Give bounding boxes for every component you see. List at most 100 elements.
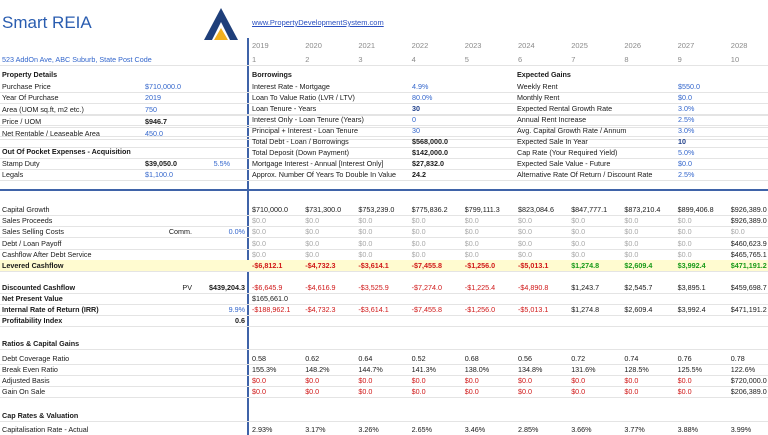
cell-value: 3.77%	[624, 424, 645, 434]
row-line	[0, 124, 768, 126]
field-label: Alternative Rate Of Return / Discount Ra…	[517, 169, 653, 179]
row-line	[0, 126, 768, 128]
cell-value: $0.0	[252, 375, 266, 385]
cell-value: -$3,614.1	[358, 304, 389, 314]
cell-value: $0.0	[518, 215, 532, 225]
row-line	[0, 91, 768, 93]
cell-value: 0.56	[518, 353, 532, 363]
cell-value: $0.0	[464, 375, 479, 385]
field-label: Monthly Rent	[517, 92, 560, 102]
row-line	[0, 270, 768, 272]
cell-value: $0.0	[624, 238, 639, 248]
cell-value: -$3,525.9	[358, 282, 389, 292]
section-title: Cap Rates & Valuation	[2, 410, 79, 420]
cell-value: $823,084.6	[518, 204, 554, 214]
field-value: 4.9%	[412, 81, 429, 91]
cell-value: $0.0	[677, 249, 692, 259]
cell-value: $460,623.9	[730, 238, 767, 248]
cell-value: 3.99%	[730, 424, 752, 434]
address: 523 AddOn Ave, ABC Suburb, State Post Co…	[2, 54, 152, 64]
cell-value: -$4,732.3	[305, 304, 336, 314]
cell-value: $0.0	[411, 249, 426, 259]
field-value: 80.0%	[412, 92, 433, 102]
year-header: 2026	[624, 40, 642, 50]
field-label: Year Of Purchase	[2, 93, 59, 103]
cell-value: $0.0	[624, 375, 639, 385]
field-value: 24.2	[412, 169, 426, 179]
cell-value: $0.0	[571, 249, 586, 259]
cell-value: -$6,812.1	[252, 260, 283, 270]
year-header: 2025	[571, 40, 588, 50]
row-line	[0, 103, 768, 105]
cell-value: $2,609.4	[624, 260, 653, 270]
cell-value: $0.0	[358, 226, 373, 236]
cell-value: -$5,013.1	[518, 260, 549, 270]
row-label: Sales Proceeds	[2, 215, 53, 225]
period-header: 4	[411, 54, 416, 64]
cell-value: -$1,256.0	[464, 260, 496, 270]
cell-value: $0.0	[677, 238, 692, 248]
field-label: Avg. Capital Growth Rate / Annum	[517, 125, 627, 135]
field-value: 30	[412, 103, 420, 113]
cell-value: $206,389.0	[730, 386, 767, 396]
cell-value: -$4,890.8	[518, 282, 549, 292]
cell-value: 138.0%	[464, 364, 490, 374]
period-header: 9	[677, 54, 682, 64]
section-title: Borrowings	[252, 69, 292, 79]
row-note: PV	[182, 282, 192, 292]
field-value: $946.7	[145, 116, 167, 126]
website-link[interactable]: www.PropertyDevelopmentSystem.com	[252, 18, 384, 27]
cell-value: $0.0	[518, 249, 532, 259]
row-label: Sales Selling Costs	[2, 226, 64, 236]
cell-value: 0.74	[624, 353, 639, 363]
cell-value: $0.0	[305, 226, 320, 236]
cell-value: 148.2%	[305, 364, 330, 374]
cell-value: 128.5%	[624, 364, 649, 374]
cell-value: $3,992.4	[677, 304, 706, 314]
field-label: Principal + Interest - Loan Tenure	[252, 125, 358, 135]
section-title: Property Details	[2, 69, 58, 79]
field-label: Price / UOM	[2, 116, 42, 126]
year-header: 2023	[464, 40, 482, 50]
horizontal-divider	[0, 189, 768, 191]
field-label: Area (UOM sq.ft, m2 etc.)	[2, 105, 84, 114]
field-label: Expected Rental Growth Rate	[517, 103, 613, 113]
cell-value: $0.0	[411, 375, 426, 385]
period-header: 7	[571, 54, 576, 64]
cell-value: 141.3%	[411, 364, 436, 374]
year-header: 2027	[677, 40, 695, 50]
cell-value: 3.46%	[464, 424, 486, 434]
cell-value: $720,000.0	[730, 375, 767, 385]
row-line	[0, 374, 768, 376]
cell-value: 144.7%	[358, 364, 383, 374]
cell-value: $0.0	[624, 386, 639, 396]
field-label: Net Rentable / Leaseable Area	[2, 128, 100, 138]
field-value: 2.5%	[678, 169, 695, 179]
cell-value: 0.68	[464, 353, 479, 363]
cell-value: 131.6%	[571, 364, 596, 374]
row-note: Comm.	[168, 226, 192, 236]
cell-value: -$7,455.8	[411, 304, 442, 314]
field-value: 3.0%	[678, 125, 695, 135]
field-label: Total Deposit (Down Payment)	[252, 147, 350, 157]
field-label: Approx. Number Of Years To Double In Val…	[252, 169, 396, 179]
cell-value: $0.0	[411, 238, 426, 248]
section-title: Expected Gains	[517, 69, 571, 79]
field-label: Interest Rate - Mortgage	[252, 81, 330, 91]
field-label: Total Debt - Loan / Borrowings	[252, 136, 349, 146]
cell-value: 3.88%	[677, 424, 698, 434]
row-input: $439,204.3	[209, 282, 245, 292]
cell-value: 0.78	[730, 353, 745, 363]
field-value: 0	[412, 114, 416, 124]
cell-value: $471,191.2	[730, 260, 767, 270]
cell-value: $775,836.2	[411, 204, 448, 214]
period-header: 10	[730, 54, 740, 64]
field-label: Stamp Duty	[2, 158, 40, 168]
cell-value: $3,895.1	[677, 282, 706, 292]
row-label: Break Even Ratio	[2, 364, 58, 374]
field-label: Purchase Price	[2, 81, 51, 91]
field-label: Expected Sale Value - Future	[517, 158, 611, 168]
row-label: Capitalisation Rate - Actual	[2, 424, 89, 434]
cell-value: $847,777.1	[571, 204, 608, 214]
logo	[204, 8, 238, 40]
